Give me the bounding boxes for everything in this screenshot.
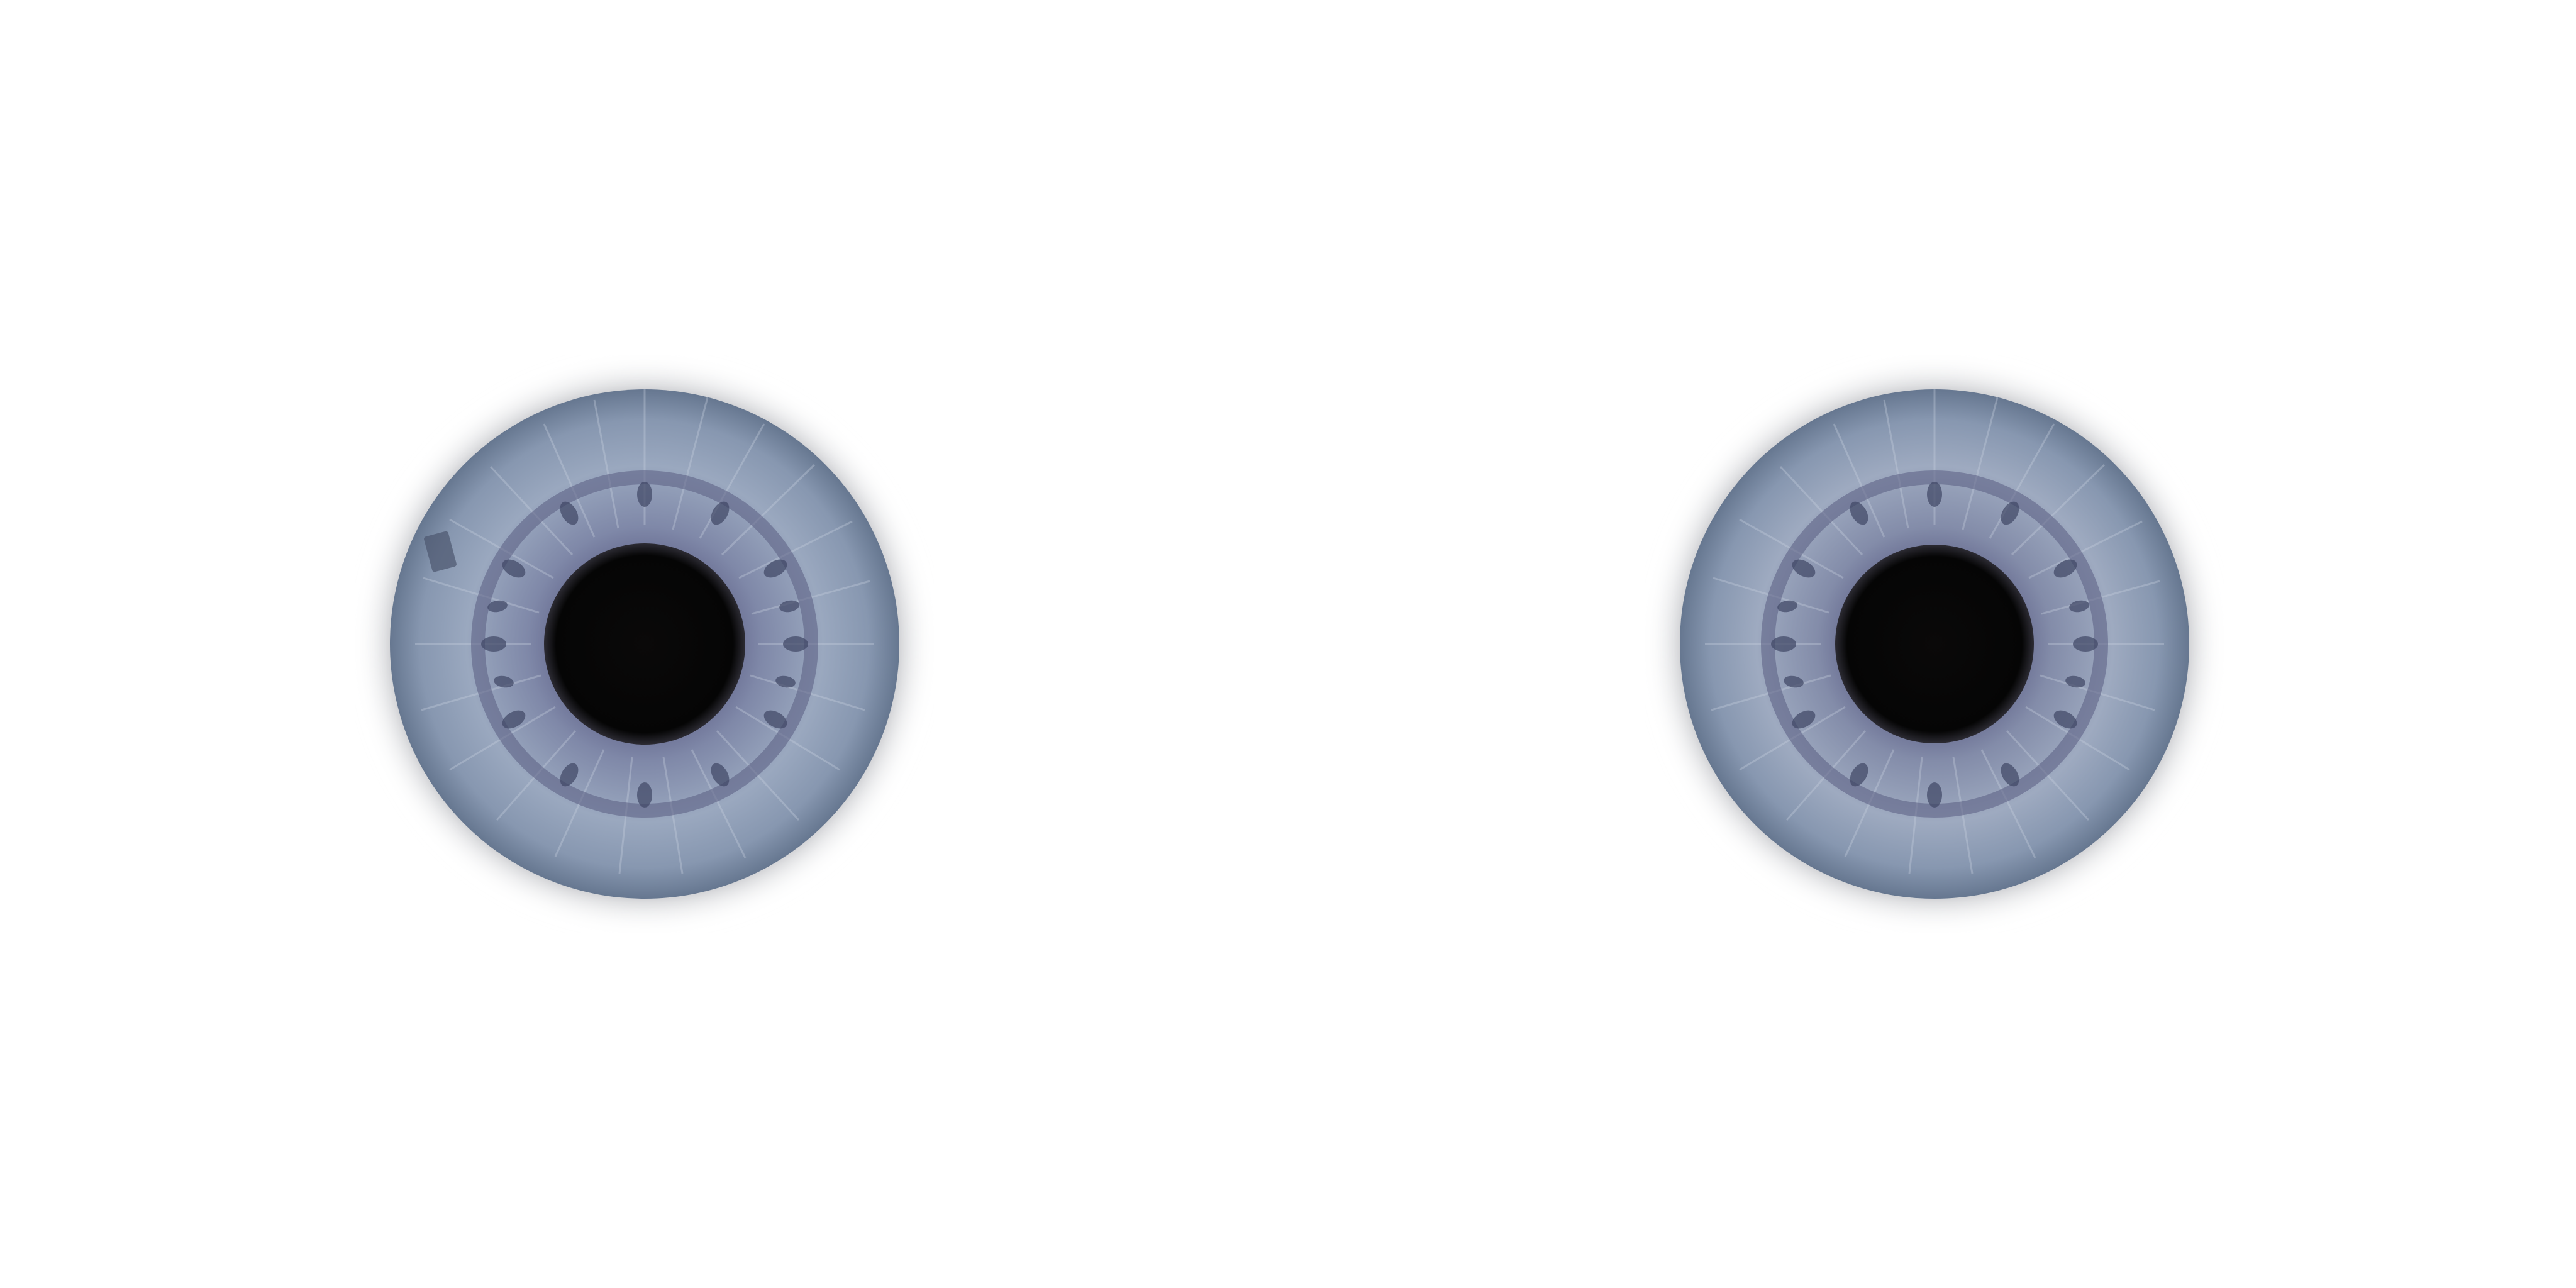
left-iris-icon [358,358,931,930]
right-collarette [1761,470,2108,818]
left-pupil [544,543,745,745]
right-eye [1645,355,2224,933]
left-eye [355,355,934,933]
right-iris-icon [1648,358,2221,930]
right-pupil [1835,545,2034,743]
left-collarette [471,470,818,818]
